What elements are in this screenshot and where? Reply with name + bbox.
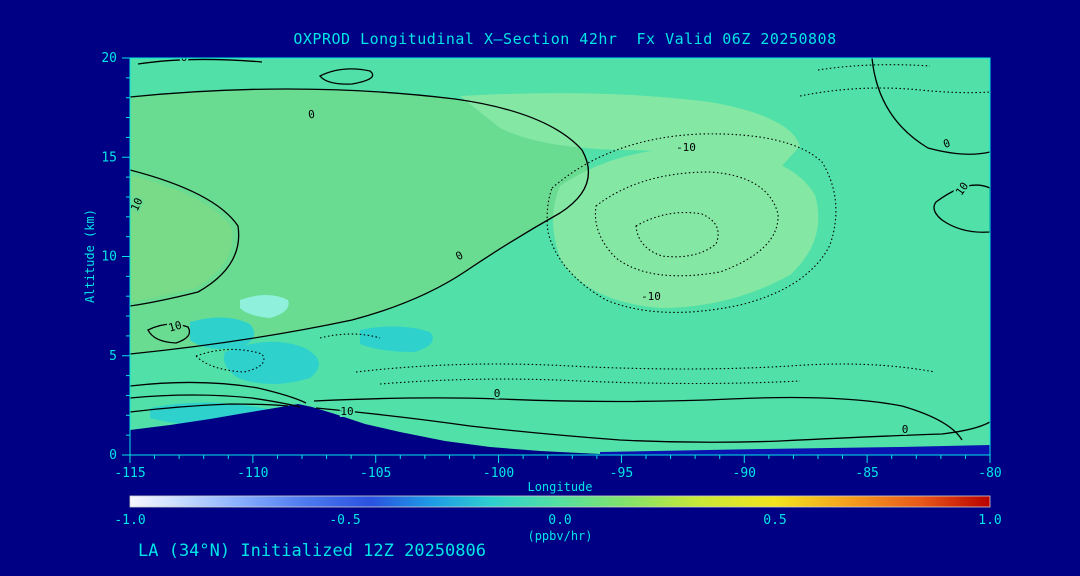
init-caption: LA (34°N) Initialized 12Z 20250806 [138,541,486,561]
y-axis-label: Altitude (km) [83,209,97,303]
contour-line-level-0 [318,68,374,85]
fill-region-cyan-patch-4 [360,326,433,352]
contour-line-level--10 [194,348,265,373]
contour-line-level--10 [635,211,719,258]
contour-line-level-10 [130,394,301,408]
contour-line-level-0 [871,58,990,155]
contour-line-level-0 [137,58,263,65]
contour-label: -10 [641,290,661,303]
contour-line-level-10 [933,184,990,233]
y-tick-label: 5 [109,349,117,364]
x-tick-label: -90 [733,466,756,481]
x-tick-label: -85 [855,466,878,481]
colorbar [129,495,991,508]
x-tick-label: -100 [483,466,514,481]
fill-region-terrain [130,404,620,455]
fill-region-inner-10-region [130,175,233,302]
contour-line-level-10 [130,169,240,307]
colorbar-tick-label: 0.0 [548,513,571,528]
contour-line-level--10 [319,333,381,339]
y-tick-label: 10 [101,250,117,265]
contour-label: 10 [340,405,353,418]
colorbar-tick-label: -1.0 [114,513,145,528]
contour-line-level--10 [379,378,801,385]
plot-title: OXPROD Longitudinal X—Section 42hr Fx Va… [293,30,837,48]
y-tick-label: 20 [101,51,117,66]
contour-line-level-10 [147,323,191,344]
fill-region-cyan-patch-2 [223,341,319,384]
contour-line-level-0 [315,407,990,443]
contour-line-level-10 [130,403,289,413]
x-tick-label: -110 [237,466,268,481]
x-tick-label: -80 [978,466,1001,481]
fill-region-pale-mid-blob [552,147,819,308]
contour-label: 0 [181,51,188,64]
filled-contour-field [130,58,990,455]
contour-line-level-10 [130,381,307,404]
fill-region-light-cyan-patch [240,295,289,318]
contour-lines [130,58,990,443]
x-tick-label: -95 [610,466,633,481]
contour-line-level-0 [313,396,963,441]
contour-label: 0 [902,423,909,436]
contour-label: 10 [167,319,183,335]
y-tick-label: 0 [109,448,117,463]
fill-region-cyan-patch-1 [190,317,255,349]
x-axis-label: Longitude [527,480,592,494]
colorbar-tick-label: 1.0 [978,513,1001,528]
fill-region-bottom-blue-strip [600,445,990,455]
contour-line-level--10 [546,133,837,313]
colorbar-tick-label: -0.5 [329,513,360,528]
contour-label: 0 [494,387,501,400]
x-tick-label: -115 [114,466,145,481]
fill-region-grass-region [130,88,589,354]
colorbar-units-label: (ppbv/hr) [527,529,592,543]
colorbar-tick-labels: -1.0 -0.5 0.0 0.5 1.0 [114,513,1001,528]
contour-label: -10 [676,141,696,154]
y-tick-label: 15 [101,150,117,165]
contour-line-level-0 [130,88,590,355]
x-tick-label: -105 [360,466,391,481]
contour-line-level--10 [355,363,936,373]
colorbar-tick-label: 0.5 [763,513,786,528]
contour-line-level--10 [799,87,990,97]
